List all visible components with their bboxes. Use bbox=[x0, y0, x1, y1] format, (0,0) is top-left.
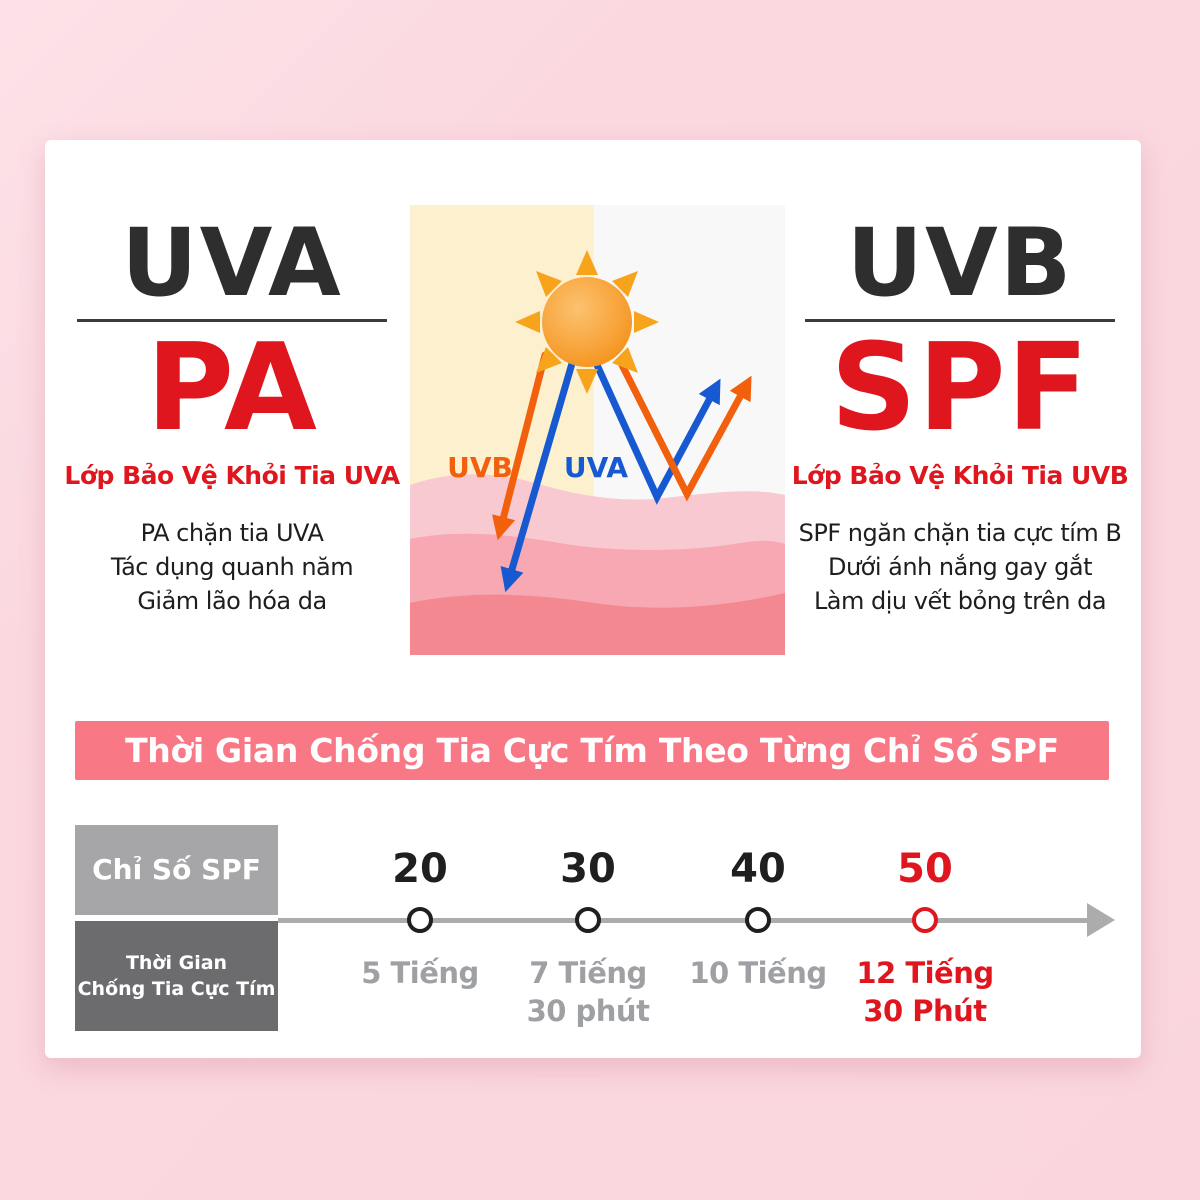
pa-description-line-1: PA chặn tia UVA bbox=[140, 518, 324, 547]
spf-value-50: 50 bbox=[897, 846, 953, 892]
pa-description-line-2: Tác dụng quanh năm bbox=[110, 552, 354, 581]
uvb-title: UVB bbox=[846, 209, 1074, 318]
timeline-dot-50 bbox=[912, 907, 938, 933]
uvb-panel: UVB SPF Lớp Bảo Vệ Khỏi Tia UVB SPF ngăn… bbox=[785, 209, 1135, 618]
time-label-20: 5 Tiếng bbox=[361, 954, 479, 992]
time-label-40: 10 Tiếng bbox=[689, 954, 827, 992]
timeline-dot-20 bbox=[407, 907, 433, 933]
time-label-50-line-1: 12 Tiếng bbox=[856, 956, 994, 990]
pa-protection-label: Lớp Bảo Vệ Khỏi Tia UVA bbox=[64, 460, 400, 490]
protection-time-header: Thời Gian Chống Tia Cực Tím bbox=[75, 921, 278, 1031]
banner-title: Thời Gian Chống Tia Cực Tím Theo Từng Ch… bbox=[75, 721, 1109, 780]
time-label-50: 12 Tiếng 30 Phút bbox=[856, 954, 994, 1030]
uva-panel: UVA PA Lớp Bảo Vệ Khỏi Tia UVA PA chặn t… bbox=[57, 209, 407, 618]
uv-rays-skin-illustration: UVB UVA bbox=[410, 205, 785, 655]
time-label-50-line-2: 30 Phút bbox=[863, 994, 987, 1028]
uvb-ray-arrow bbox=[492, 351, 549, 541]
spf-value-30: 30 bbox=[560, 846, 616, 892]
spf-value-40: 40 bbox=[730, 846, 786, 892]
time-label-30-line-2: 30 phút bbox=[526, 994, 650, 1028]
skin-layers bbox=[410, 474, 785, 655]
time-label-30-line-1: 7 Tiếng bbox=[529, 956, 647, 990]
spf-description-line-3: Làm dịu vết bỏng trên da bbox=[813, 586, 1107, 615]
spf-value-20: 20 bbox=[392, 846, 448, 892]
uva-reflected-arrow bbox=[593, 361, 721, 505]
spf-index-header: Chỉ Số SPF bbox=[75, 825, 278, 915]
uva-ray-arrow bbox=[500, 356, 577, 593]
uva-divider bbox=[77, 319, 387, 323]
sun-icon bbox=[515, 250, 659, 394]
timeline-arrowhead-icon bbox=[1087, 903, 1115, 937]
spf-title: SPF bbox=[830, 319, 1090, 459]
spf-protection-label: Lớp Bảo Vệ Khỏi Tia UVB bbox=[791, 460, 1129, 490]
timeline-axis bbox=[278, 918, 1090, 923]
time-label-30: 7 Tiếng 30 phút bbox=[527, 954, 650, 1030]
uvb-arrow-label: UVB bbox=[447, 451, 513, 484]
uvb-divider bbox=[805, 319, 1115, 323]
uv-ray-arrows bbox=[492, 351, 752, 593]
pa-title: PA bbox=[146, 319, 318, 459]
uva-title: UVA bbox=[121, 209, 343, 318]
uvb-reflected-arrow bbox=[616, 357, 752, 502]
protection-time-header-line-1: Thời Gian bbox=[125, 952, 228, 974]
time-label-40-line-1: 10 Tiếng bbox=[689, 956, 827, 990]
time-label-20-line-1: 5 Tiếng bbox=[361, 956, 479, 990]
protection-time-header-line-2: Chống Tia Cực Tím bbox=[77, 978, 276, 1000]
pa-description-line-3: Giảm lão hóa da bbox=[137, 586, 327, 615]
spf-description-line-2: Dưới ánh nắng gay gắt bbox=[827, 552, 1093, 581]
info-card: UVA PA Lớp Bảo Vệ Khỏi Tia UVA PA chặn t… bbox=[45, 140, 1141, 1058]
timeline-dot-40 bbox=[745, 907, 771, 933]
spf-description: SPF ngăn chặn tia cực tím B Dưới ánh nắn… bbox=[785, 516, 1135, 618]
pa-description: PA chặn tia UVA Tác dụng quanh năm Giảm … bbox=[57, 516, 407, 618]
timeline-dot-30 bbox=[575, 907, 601, 933]
spf-description-line-1: SPF ngăn chặn tia cực tím B bbox=[798, 518, 1122, 547]
skin-layer-3 bbox=[410, 593, 785, 655]
uva-arrow-label: UVA bbox=[564, 451, 629, 484]
